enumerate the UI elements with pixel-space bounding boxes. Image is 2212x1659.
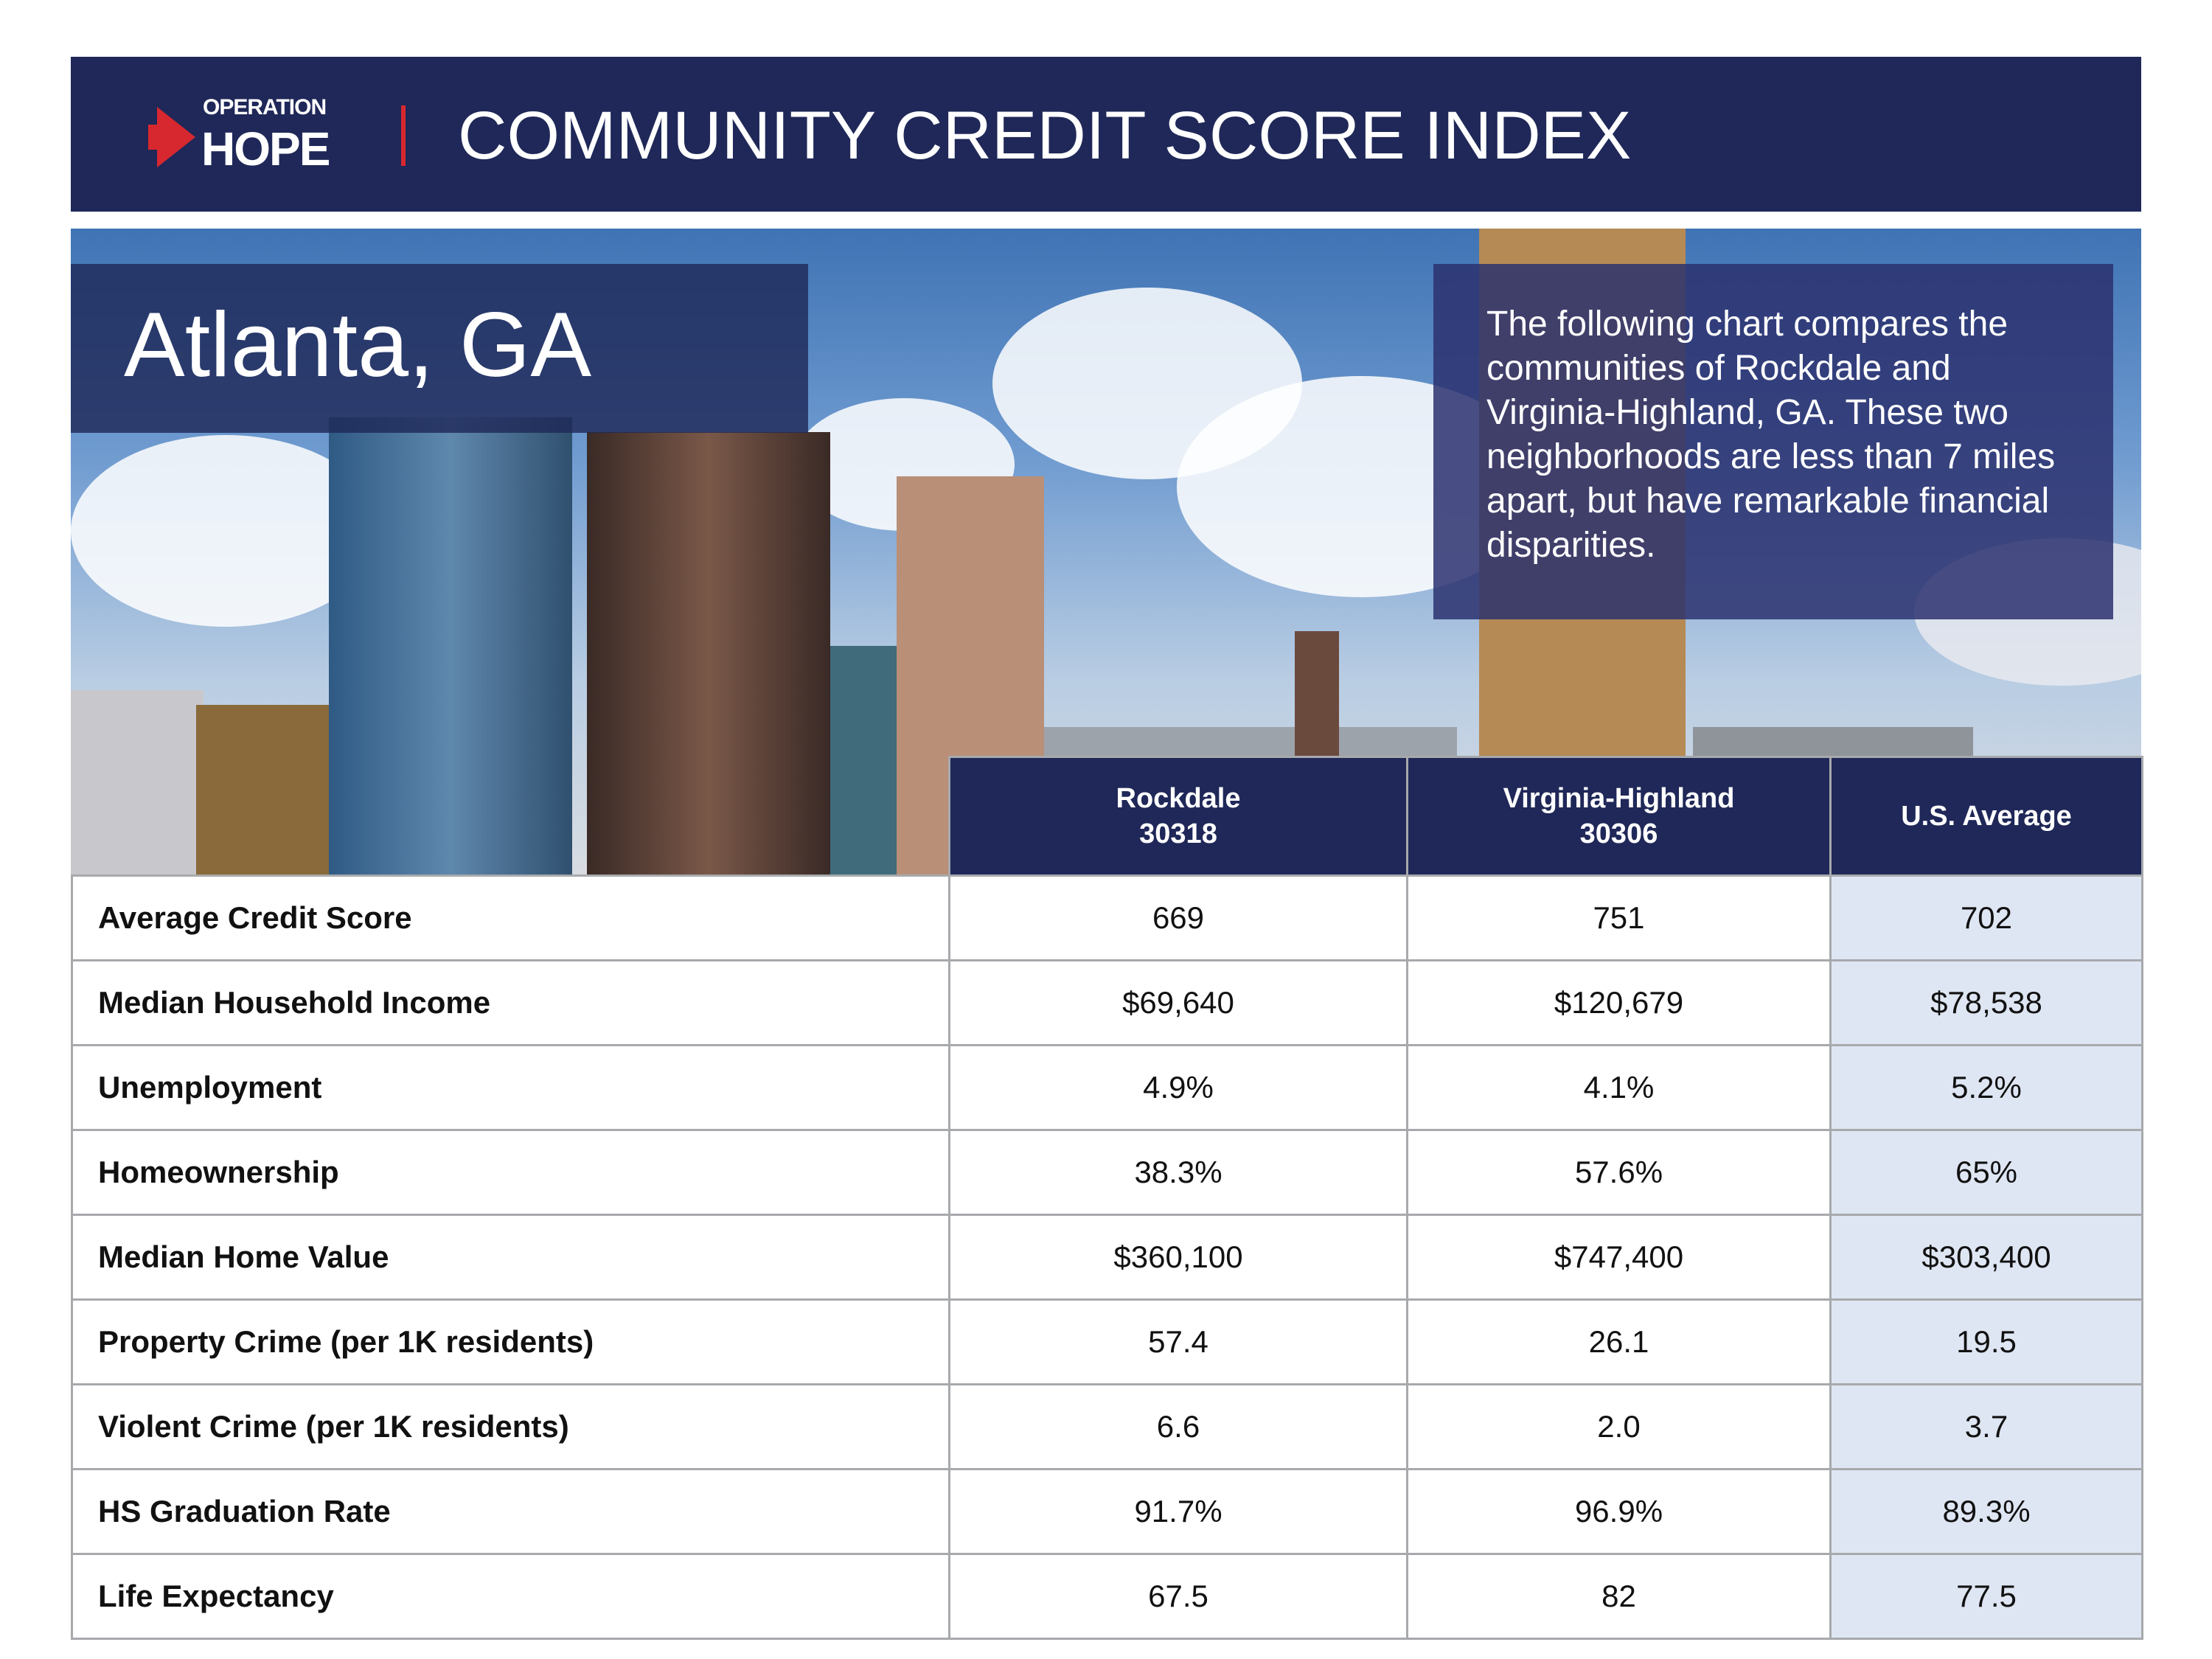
header-divider	[401, 105, 406, 166]
table-row: Median Home Value $360,100 $747,400 $303,40…	[71, 1214, 2143, 1301]
rockdale-value: 67.5	[948, 1553, 1408, 1640]
row-label: Homeownership	[71, 1129, 950, 1216]
rockdale-value: 57.4	[948, 1298, 1408, 1385]
column-zip: 30306	[1579, 818, 1658, 849]
rockdale-value: $360,100	[948, 1214, 1408, 1301]
us-average-value: $303,400	[1829, 1214, 2143, 1301]
row-label: Median Home Value	[71, 1214, 950, 1301]
rockdale-value: 4.9%	[948, 1044, 1408, 1131]
virginia-highland-value: 82	[1406, 1553, 1832, 1640]
arrow-logo-icon	[148, 107, 195, 167]
us-average-value: $78,538	[1829, 959, 2143, 1046]
table-row: Life Expectancy 67.5 82 77.5	[71, 1553, 2143, 1640]
comparison-table: Rockdale 30318 Virginia-Highland 30306 U.S…	[71, 756, 2143, 1640]
description-box: The following chart compares the communi…	[1433, 264, 2113, 619]
column-name: Rockdale	[1116, 783, 1241, 814]
column-header-rockdale: Rockdale 30318	[948, 756, 1408, 877]
virginia-highland-value: 2.0	[1406, 1383, 1832, 1470]
table-header-row: Rockdale 30318 Virginia-Highland 30306 U.S…	[72, 756, 2143, 877]
empty-header-cell	[72, 757, 950, 876]
virginia-highland-value: 96.9%	[1406, 1468, 1832, 1555]
rockdale-value: 669	[948, 874, 1408, 961]
city-label-box: Atlanta, GA	[71, 264, 808, 433]
us-average-value: 3.7	[1829, 1383, 2143, 1470]
column-name: U.S. Average	[1901, 801, 2072, 832]
virginia-highland-value: $747,400	[1406, 1214, 1832, 1301]
row-label: Median Household Income	[71, 959, 950, 1046]
page-title: COMMUNITY CREDIT SCORE INDEX	[458, 98, 1632, 173]
us-average-value: 89.3%	[1829, 1468, 2143, 1555]
column-zip: 30318	[1139, 818, 1217, 849]
table-row: HS Graduation Rate 91.7% 96.9% 89.3%	[71, 1468, 2143, 1555]
virginia-highland-value: 57.6%	[1406, 1129, 1832, 1216]
table-row: Property Crime (per 1K residents) 57.4 26.…	[71, 1298, 2143, 1385]
row-label: HS Graduation Rate	[71, 1468, 950, 1555]
row-label: Unemployment	[71, 1044, 950, 1131]
building	[329, 417, 572, 874]
rockdale-value: $69,640	[948, 959, 1408, 1046]
us-average-value: 5.2%	[1829, 1044, 2143, 1131]
virginia-highland-value: $120,679	[1406, 959, 1832, 1046]
row-label: Property Crime (per 1K residents)	[71, 1298, 950, 1385]
logo-text-operation: OPERATION	[203, 95, 327, 119]
us-average-value: 77.5	[1829, 1553, 2143, 1640]
description-text: The following chart compares the communi…	[1486, 305, 2056, 565]
city-name: Atlanta, GA	[124, 294, 592, 396]
building	[587, 432, 830, 874]
table-row: Unemployment 4.9% 4.1% 5.2%	[71, 1044, 2143, 1131]
table-row: Homeownership 38.3% 57.6% 65%	[71, 1129, 2143, 1216]
virginia-highland-value: 4.1%	[1406, 1044, 1832, 1131]
table-row: Median Household Income $69,640 $120,679 $7…	[71, 959, 2143, 1046]
column-name: Virginia-Highland	[1503, 783, 1735, 814]
row-label: Average Credit Score	[71, 874, 950, 961]
virginia-highland-value: 751	[1406, 874, 1832, 961]
building	[196, 705, 329, 874]
row-label: Life Expectancy	[71, 1553, 950, 1640]
row-label: Violent Crime (per 1K residents)	[71, 1383, 950, 1470]
us-average-value: 65%	[1829, 1129, 2143, 1216]
table-row: Average Credit Score 669 751 702	[71, 874, 2143, 961]
logo-text-hope: HOPE	[201, 122, 330, 175]
rockdale-value: 38.3%	[948, 1129, 1408, 1216]
rockdale-value: 91.7%	[948, 1468, 1408, 1555]
building	[71, 690, 204, 874]
column-header-us-average: U.S. Average	[1829, 756, 2143, 877]
us-average-value: 19.5	[1829, 1298, 2143, 1385]
column-header-virginia-highland: Virginia-Highland 30306	[1406, 756, 1832, 877]
us-average-value: 702	[1829, 874, 2143, 961]
virginia-highland-value: 26.1	[1406, 1298, 1832, 1385]
table-row: Violent Crime (per 1K residents) 6.6 2.0 3.…	[71, 1383, 2143, 1470]
header-banner: OPERATION HOPE COMMUNITY CREDIT SCORE IN…	[71, 57, 2141, 212]
operation-hope-logo: OPERATION HOPE	[148, 95, 369, 176]
rockdale-value: 6.6	[948, 1383, 1408, 1470]
building	[830, 646, 904, 874]
